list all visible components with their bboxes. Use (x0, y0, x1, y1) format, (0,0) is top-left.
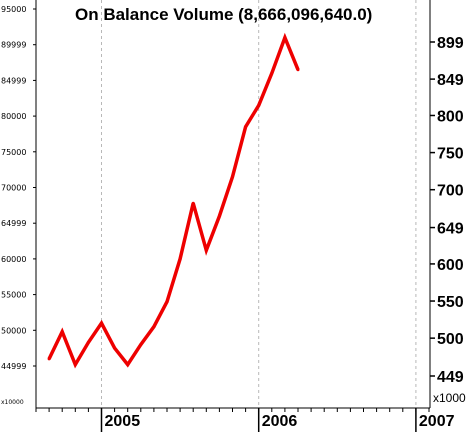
data-point (244, 125, 248, 129)
left-tick-label: 95000 (1, 5, 26, 14)
data-point (283, 36, 287, 40)
right-tick-label: 600 (437, 257, 464, 274)
data-point (152, 325, 156, 329)
data-point (126, 363, 130, 367)
data-point (139, 343, 143, 347)
left-tick-label: 44999 (1, 362, 26, 371)
gridlines (101, 0, 417, 408)
left-tick-label: 80000 (1, 112, 26, 121)
right-tick-label: 649 (437, 221, 464, 238)
data-point (113, 346, 117, 350)
data-point (257, 103, 261, 107)
right-tick-label: 500 (437, 331, 464, 348)
x-axis-ticks: 2005 2006 2007 (35, 408, 455, 432)
left-axis-ticks: 95000 89999 84999 80000 75000 70000 64999 60000… (1, 5, 36, 371)
right-axis-ticks: 899 849 800 750 700 649 600 550 500 449 (430, 35, 464, 386)
data-point (100, 321, 103, 325)
right-tick-label: 899 (437, 35, 464, 52)
right-tick-label: 550 (437, 294, 464, 311)
left-tick-label: 50000 (1, 326, 26, 335)
data-point (165, 300, 169, 304)
right-tick-label: 750 (437, 146, 464, 163)
series-layer (47, 32, 300, 369)
left-axis-multiplier: x10000 (1, 399, 24, 406)
data-point (86, 340, 90, 344)
x-tick-label: 2006 (262, 413, 298, 430)
data-point (296, 68, 300, 72)
data-point (204, 248, 208, 252)
left-tick-label: 64999 (1, 219, 26, 228)
x-tick-label: 2007 (419, 413, 455, 430)
left-tick-label: 75000 (1, 148, 26, 157)
data-point (178, 257, 182, 261)
left-tick-label: 70000 (1, 183, 26, 192)
data-point (217, 214, 221, 218)
left-tick-label: 89999 (1, 41, 26, 50)
right-tick-label: 700 (437, 183, 464, 200)
left-tick-label: 84999 (1, 76, 26, 85)
left-tick-label: 60000 (1, 255, 26, 264)
right-tick-label: 449 (437, 369, 464, 386)
right-tick-label: 849 (437, 72, 464, 89)
data-point (191, 201, 195, 205)
data-point (270, 71, 274, 75)
right-tick-label: 800 (437, 108, 464, 125)
right-axis-multiplier: x1000 (433, 391, 466, 405)
data-point (231, 175, 234, 179)
data-point (73, 363, 77, 367)
data-point (60, 330, 64, 334)
x-tick-label: 2005 (105, 413, 141, 430)
data-point (47, 357, 51, 361)
left-tick-label: 55000 (1, 291, 26, 300)
series-line (47, 32, 300, 369)
chart-title: On Balance Volume (8,666,096,640.0) (75, 5, 372, 24)
